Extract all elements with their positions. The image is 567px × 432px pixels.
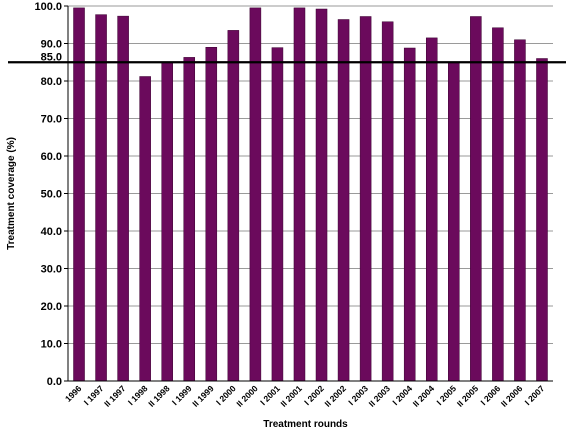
bar [73, 7, 85, 382]
y-tick-label: 70.0 [41, 114, 62, 126]
bar [359, 16, 372, 382]
bar [117, 15, 129, 382]
y-tick-label: 100.0 [34, 1, 62, 13]
x-tick-label: II 1999 [190, 383, 216, 409]
bar [227, 30, 240, 382]
bar [205, 47, 218, 382]
y-axis-title: Treatment coverage (%) [6, 137, 17, 250]
y-tick-label: 50.0 [41, 189, 62, 201]
x-tick-label: I 2001 [258, 383, 282, 407]
x-tick-label: II 1998 [146, 383, 172, 409]
reference-line-label: 85.0 [41, 51, 62, 63]
bar [337, 19, 350, 382]
bar [271, 47, 284, 382]
x-tick-label: II 2001 [278, 383, 304, 409]
bar [161, 62, 173, 382]
y-tick-label: 40.0 [41, 226, 62, 238]
x-tick-label: II 2005 [455, 383, 481, 409]
y-tick-labels: 0.0 10.0 20.0 30.0 40.0 50.0 60.0 70.0 80.0 90.0 1… [34, 1, 68, 388]
y-tick-label: 0.0 [47, 376, 62, 388]
x-tick-label: I 1999 [170, 383, 194, 407]
bar-series [73, 7, 548, 382]
x-tick-label: I 1998 [126, 383, 150, 407]
x-tick-label: I 1997 [82, 383, 106, 407]
x-tick-label: II 2000 [234, 383, 260, 409]
bar [425, 37, 438, 382]
x-axis-title: Treatment rounds [263, 419, 348, 430]
bar [95, 14, 107, 382]
bar [293, 7, 306, 382]
bar [514, 39, 526, 382]
x-tick-label: II 2003 [367, 383, 393, 409]
bar [470, 16, 482, 382]
x-tick-label: II 2006 [499, 383, 525, 409]
x-tick-label: 1996 [63, 383, 84, 404]
bar [249, 7, 262, 382]
bar [536, 58, 548, 382]
y-tick-label: 20.0 [41, 301, 62, 313]
bar [448, 62, 460, 382]
x-tick-label: I 2006 [479, 383, 503, 407]
x-tick-label: I 2003 [346, 383, 370, 407]
bar [403, 47, 416, 382]
bar [315, 8, 328, 382]
y-tick-label: 10.0 [41, 339, 62, 351]
x-tick-label: I 2002 [302, 383, 326, 407]
y-tick-label: 80.0 [41, 76, 62, 88]
y-tick-label: 90.0 [41, 39, 62, 51]
bar [139, 76, 151, 382]
y-tick-label: 60.0 [41, 151, 62, 163]
x-tick-label: I 2000 [214, 383, 238, 407]
x-tick-label: II 1997 [102, 383, 128, 409]
x-tick-label: I 2005 [434, 383, 458, 407]
x-tick-label: I 2004 [390, 383, 414, 407]
x-tick-label: II 2002 [323, 383, 349, 409]
x-tick-label: I 2007 [523, 383, 547, 407]
x-tick-label: II 2004 [411, 383, 437, 409]
bar [183, 57, 196, 382]
bar [381, 21, 394, 382]
bar [492, 27, 504, 382]
y-tick-label: 30.0 [41, 264, 62, 276]
